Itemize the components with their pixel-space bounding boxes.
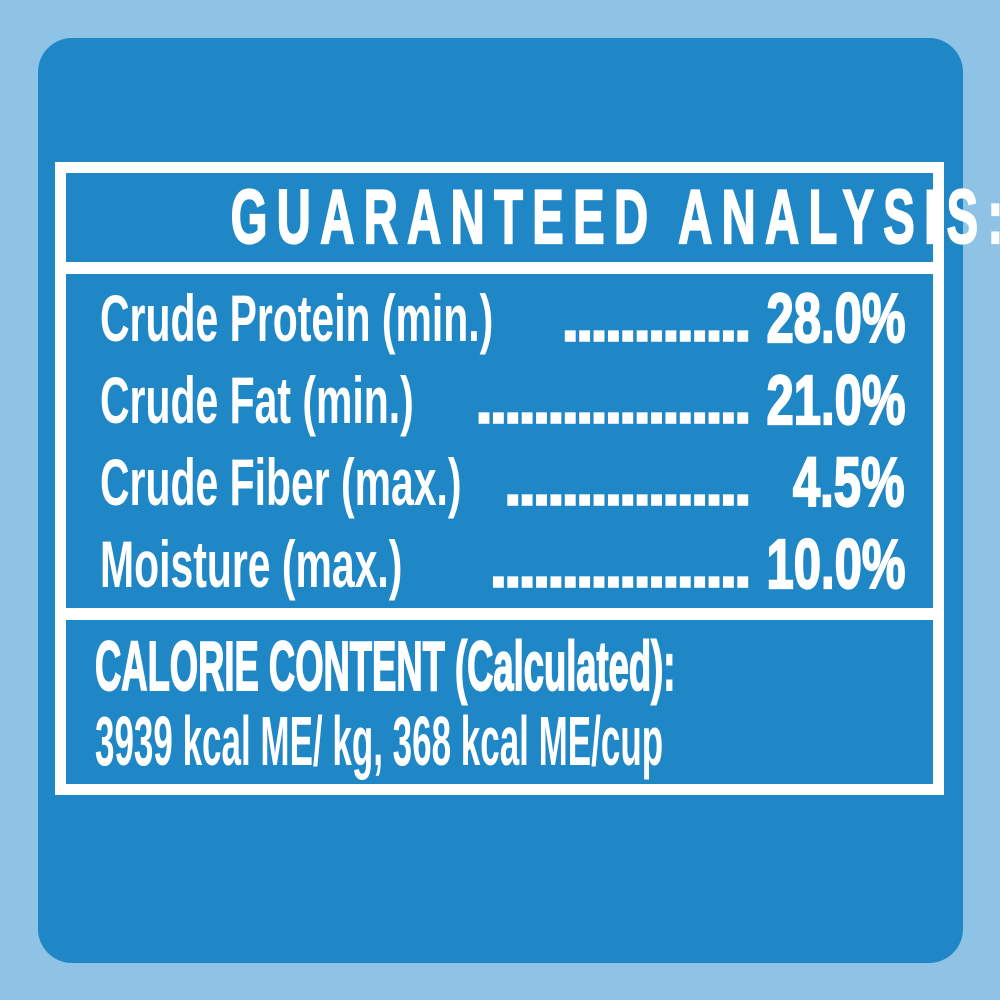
nutrient-name: Crude Fat (min.) [100, 363, 414, 437]
table-row-crude-fiber: Crude Fiber (max.) ................. 4.5… [66, 441, 933, 523]
product-label-card: GUARANTEED ANALYSIS: Crude Protein (min.… [38, 38, 1000, 963]
guaranteed-analysis-title: GUARANTEED ANALYSIS: [230, 174, 1000, 261]
nutrient-value: 10.0% [765, 525, 905, 603]
nutrient-value: 4.5% [793, 443, 906, 521]
calorie-content-values: 3939 kcal ME/ kg, 368 kcal ME/cup [95, 702, 664, 780]
nutrient-name: Crude Fiber (max.) [100, 445, 462, 519]
table-row-crude-protein: Crude Protein (min.) ............. 28.0% [66, 277, 933, 359]
table-row-crude-fat: Crude Fat (min.) ................... 21.… [66, 359, 933, 441]
calorie-content-title: CALORIE CONTENT (Calculated): [94, 627, 676, 705]
guaranteed-analysis-panel: GUARANTEED ANALYSIS: Crude Protein (min.… [55, 162, 1000, 795]
calorie-content-section: CALORIE CONTENT (Calculated): 3939 kcal … [66, 620, 933, 784]
dot-leader: .................. [488, 527, 752, 601]
nutrient-name: Moisture (max.) [100, 527, 403, 601]
dot-leader: ............. [560, 281, 752, 355]
nutrient-table: Crude Protein (min.) ............. 28.0%… [66, 274, 933, 608]
guaranteed-analysis-header: GUARANTEED ANALYSIS: [66, 173, 1000, 262]
nutrient-value: 21.0% [765, 361, 905, 439]
dot-leader: ................... [474, 363, 753, 437]
nutrient-name: Crude Protein (min.) [100, 281, 494, 355]
dot-leader: ................. [503, 445, 753, 519]
nutrient-value: 28.0% [765, 279, 905, 357]
table-row-moisture: Moisture (max.) .................. 10.0% [66, 523, 933, 605]
